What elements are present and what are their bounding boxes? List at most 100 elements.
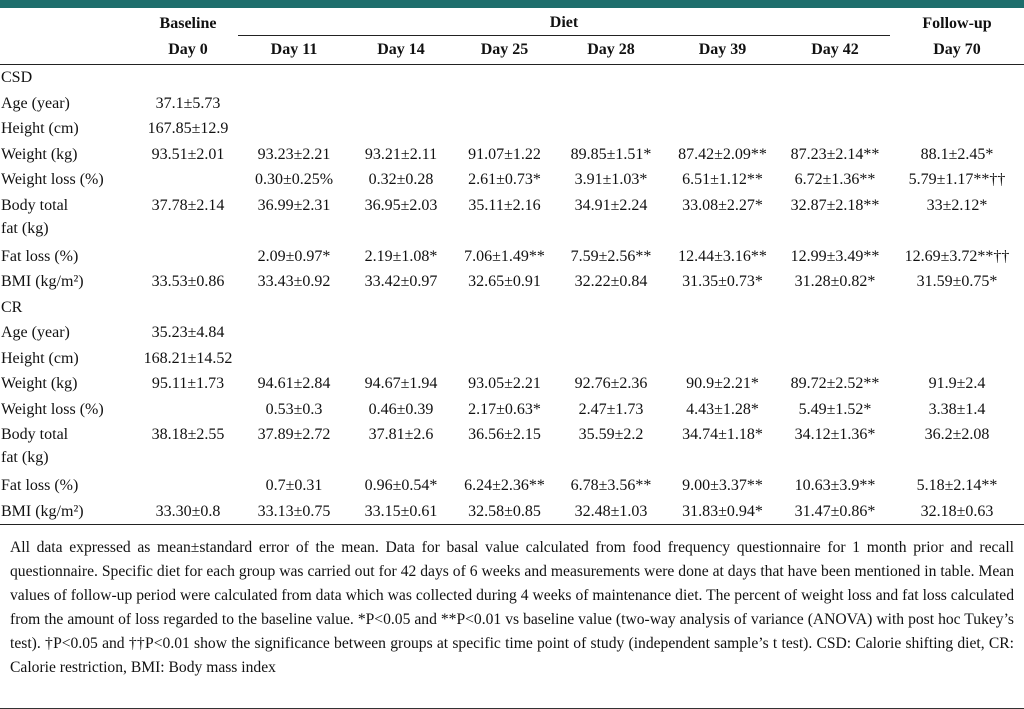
value-cell: 33.42±0.97 <box>364 273 438 290</box>
empty-cell <box>890 65 1024 91</box>
value-cell: 6.51±1.12** <box>682 171 763 188</box>
empty-cell <box>780 116 890 142</box>
empty-cell <box>890 91 1024 117</box>
empty-cell <box>557 346 665 372</box>
value-cell: 32.22±0.84 <box>574 273 648 290</box>
value-cell: 5.18±2.14** <box>916 477 998 494</box>
value-cell: 12.99±3.49** <box>790 247 880 265</box>
value-cell: 3.91±1.03* <box>574 171 648 188</box>
value-cell: 33.15±0.61 <box>350 498 452 525</box>
row-label-text: Weight (kg) <box>1 145 78 163</box>
value-cell: 93.05±2.21 <box>468 375 541 392</box>
corner <box>0 8 138 36</box>
header-cell: Day 28 <box>557 35 665 65</box>
corner <box>0 35 138 65</box>
top-bar <box>0 0 1024 8</box>
row-label: Age (year) <box>0 91 138 117</box>
value-cell: 2.19±1.08* <box>364 247 438 265</box>
value-cell: 91.07±1.22 <box>468 145 541 163</box>
value-cell: 31.83±0.94* <box>665 498 780 525</box>
data-row: Body total fat (kg) 37.78±2.14 36.99±2.31 3… <box>0 193 1024 244</box>
empty-cell <box>238 295 350 321</box>
value-cell: 89.72±2.52** <box>790 375 880 392</box>
value-cell: 35.59±2.2 <box>578 426 644 443</box>
value-cell: 33.30±0.8 <box>138 498 238 525</box>
empty-cell <box>350 346 452 372</box>
value-cell: 36.99±2.31 <box>257 196 331 214</box>
row-label: Height (cm) <box>0 116 138 142</box>
value-cell: 36.56±2.15 <box>468 426 541 443</box>
value-cell: 33.43±0.92 <box>257 273 331 290</box>
header-cell: Day 25 <box>452 35 557 65</box>
empty-cell <box>138 65 238 91</box>
value-cell: 94.61±2.84 <box>257 375 331 392</box>
data-row: Weight (kg) 93.51±2.01 93.23±2.21 93.21±2.1… <box>0 142 1024 168</box>
header-cell: Day 42 <box>780 35 891 65</box>
value-cell: 31.28±0.82* <box>794 273 876 290</box>
value-cell: 36.95±2.03 <box>364 196 438 214</box>
row-label-text: Fat loss (%) <box>1 477 79 494</box>
header-cell: Day 11 <box>238 35 350 65</box>
row-label: Weight (kg) <box>0 371 138 397</box>
empty-cell <box>350 295 452 321</box>
value-cell: 6.72±1.36** <box>794 171 876 188</box>
value-cell: 37.81±2.6 <box>368 426 434 443</box>
empty-cell <box>350 116 452 142</box>
header-cell: Day 14 <box>350 35 452 65</box>
value-cell: 31.59±0.75* <box>916 273 998 290</box>
value-cell: 94.67±1.94 <box>364 375 438 392</box>
value-cell: 33±2.12* <box>926 196 988 214</box>
empty-cell <box>890 346 1024 372</box>
group-name: CR <box>1 298 23 316</box>
header-cell: Diet <box>238 8 891 36</box>
results-table: Baseline Diet Follow-up Day 0 Day 11 Day … <box>0 8 1024 525</box>
row-label: Age (year) <box>0 320 138 346</box>
value-cell: 12.44±3.16** <box>678 247 767 265</box>
row-label: Weight loss (%) <box>0 167 138 193</box>
value-cell: 89.85±1.51* <box>570 145 652 163</box>
value-cell: 0.53±0.3 <box>265 400 323 418</box>
row-label: Fat loss (%) <box>0 244 138 270</box>
value-cell: 2.09±0.97* <box>257 247 331 265</box>
value-cell: 32.48±1.03 <box>557 498 665 525</box>
value-cell: 2.17±0.63* <box>468 400 541 418</box>
data-row: BMI (kg/m²) 33.53±0.86 33.43±0.92 33.42±0.9… <box>0 269 1024 295</box>
data-row: Fat loss (%) 0.7±0.31 0.96±0.54* 6.24±2.36*… <box>0 473 1024 499</box>
value-cell: 35.23±4.84 <box>151 324 225 341</box>
value-cell: 4.43±1.28* <box>686 400 759 418</box>
empty-cell <box>890 116 1024 142</box>
value-cell: 2.61±0.73* <box>468 171 541 188</box>
row-label-text: Weight loss (%) <box>1 400 104 418</box>
empty-cell <box>138 295 238 321</box>
value-cell: 88.1±2.45* <box>920 145 994 163</box>
value-cell: 33.53±0.86 <box>151 273 225 290</box>
data-row: Weight (kg) 95.11±1.73 94.61±2.84 94.67±1.9… <box>0 371 1024 397</box>
value-cell: 2.47±1.73 <box>578 400 644 418</box>
value-cell: 167.85±12.9 <box>147 120 229 137</box>
value-cell: 5.49±1.52* <box>798 400 872 418</box>
value-cell: 93.51±2.01 <box>151 145 225 163</box>
row-label: Height (cm) <box>0 346 138 372</box>
data-row: Fat loss (%) 2.09±0.97* 2.19±1.08* 7.06±1.4… <box>0 244 1024 270</box>
value-cell: 32.87±2.18** <box>790 196 880 214</box>
footnote: All data expressed as mean±standard erro… <box>0 532 1024 709</box>
data-row: Weight loss (%) 0.30±0.25% 0.32±0.28 2.61±0… <box>0 167 1024 193</box>
row-label-text: Fat loss (%) <box>1 247 79 265</box>
empty-cell <box>138 397 238 423</box>
row-label-text: Height (cm) <box>1 120 79 137</box>
empty-cell <box>665 65 780 91</box>
value-cell: 90.9±2.21* <box>686 375 759 392</box>
value-cell: 32.65±0.91 <box>468 273 541 290</box>
empty-cell <box>452 116 557 142</box>
header-cell: Baseline <box>159 14 217 32</box>
value-cell: 7.59±2.56** <box>570 247 652 265</box>
data-row: Age (year) 35.23±4.84 <box>0 320 1024 346</box>
empty-cell <box>452 320 557 346</box>
empty-cell <box>138 244 238 270</box>
row-label-text: Age (year) <box>1 94 70 112</box>
row-label-text: Height (cm) <box>1 349 79 367</box>
value-cell: 5.79±1.17**†† <box>908 171 1006 188</box>
value-cell: 9.00±3.37** <box>682 477 763 494</box>
value-cell: 12.69±3.72**†† <box>904 247 1010 265</box>
